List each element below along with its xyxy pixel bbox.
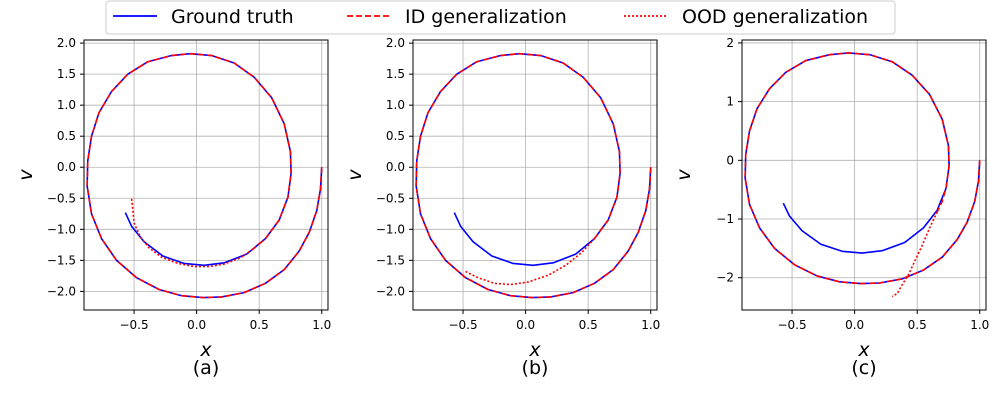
y-tick-label: 1.5 [386, 67, 405, 81]
series-line [415, 52, 652, 299]
x-tick-label: −0.5 [777, 318, 806, 332]
legend-label: OOD generalization [682, 6, 868, 28]
axes-frame [741, 39, 987, 311]
y-tick-label: 0 [726, 153, 734, 167]
y-tick-label: 1 [726, 95, 734, 109]
x-tick-label: 1.0 [312, 318, 331, 332]
legend: Ground truth ID generalization OOD general… [105, 0, 896, 35]
axes-frame [412, 39, 658, 311]
panel-label: (a) [193, 357, 219, 379]
subplot: −0.5 0.0 0.5 1.0 −2.0 −1.5 −1.0 −0.5 0.0 0.5 1.0 1.… [15, 36, 331, 379]
legend-label: Ground truth [171, 6, 294, 28]
x-tick-label: 0.5 [579, 318, 598, 332]
y-tick-label: 0.5 [57, 129, 76, 143]
panel-label: (b) [522, 357, 549, 379]
series-group [86, 52, 323, 299]
y-tick-label: −2.0 [376, 284, 405, 298]
x-tick-label: −0.5 [119, 318, 148, 332]
series-group [744, 52, 981, 298]
x-tick-label: 0.0 [187, 318, 206, 332]
legend-entry: OOD generalization [624, 6, 868, 28]
y-tick-label: −1.0 [376, 222, 405, 236]
subplot: −0.5 0.0 0.5 1.0 −2 −1 0 1 2 x v (c) [673, 36, 989, 379]
series-group [415, 52, 652, 299]
legend-frame [105, 0, 896, 35]
legend-entry: ID generalization [347, 6, 567, 28]
y-axis-label: v [344, 169, 366, 181]
panels: −0.5 0.0 0.5 1.0 −2.0 −1.5 −1.0 −0.5 0.0 0.5 1.0 1.… [15, 36, 989, 379]
x-axis-label: x [528, 339, 541, 361]
series-line [415, 52, 652, 299]
x-axis-label: x [857, 339, 870, 361]
y-tick-label: 2.0 [386, 36, 405, 50]
axes-frame [83, 39, 329, 311]
y-tick-label: −0.5 [47, 191, 76, 205]
x-tick-label: 0.5 [908, 318, 927, 332]
legend-entry: Ground truth [113, 6, 294, 28]
x-tick-label: 0.0 [845, 318, 864, 332]
y-tick-label: 0.0 [386, 160, 405, 174]
x-axis-label: x [199, 339, 212, 361]
y-tick-label: −2 [716, 271, 734, 285]
y-tick-label: −1 [716, 212, 734, 226]
y-tick-label: 1.0 [57, 98, 76, 112]
series-line [86, 52, 323, 299]
series-line [891, 211, 938, 298]
y-tick-label: 2.0 [57, 36, 76, 50]
grid [742, 40, 986, 310]
y-axis-label: v [15, 169, 37, 181]
series-line [86, 52, 323, 299]
series-line [744, 52, 981, 285]
series-line [465, 238, 596, 286]
y-tick-label: −1.5 [47, 253, 76, 267]
x-tick-label: 0.5 [250, 318, 269, 332]
legend-label: ID generalization [405, 6, 567, 28]
series-line [130, 198, 254, 268]
subplot: −0.5 0.0 0.5 1.0 −2.0 −1.5 −1.0 −0.5 0.0 0.5 1.0 1.… [344, 36, 660, 379]
series-line [744, 52, 981, 285]
x-tick-label: 1.0 [970, 318, 989, 332]
x-tick-label: −0.5 [448, 318, 477, 332]
y-tick-label: 0.5 [386, 129, 405, 143]
y-tick-label: −0.5 [376, 191, 405, 205]
x-tick-label: 0.0 [516, 318, 535, 332]
y-tick-label: −1.5 [376, 253, 405, 267]
y-axis-label: v [673, 169, 695, 181]
y-tick-label: 2 [726, 36, 734, 50]
y-tick-label: −1.0 [47, 222, 76, 236]
y-tick-label: 1.0 [386, 98, 405, 112]
y-tick-label: 0.0 [57, 160, 76, 174]
x-tick-label: 1.0 [641, 318, 660, 332]
y-tick-label: −2.0 [47, 284, 76, 298]
panel-label: (c) [851, 357, 876, 379]
y-tick-label: 1.5 [57, 67, 76, 81]
